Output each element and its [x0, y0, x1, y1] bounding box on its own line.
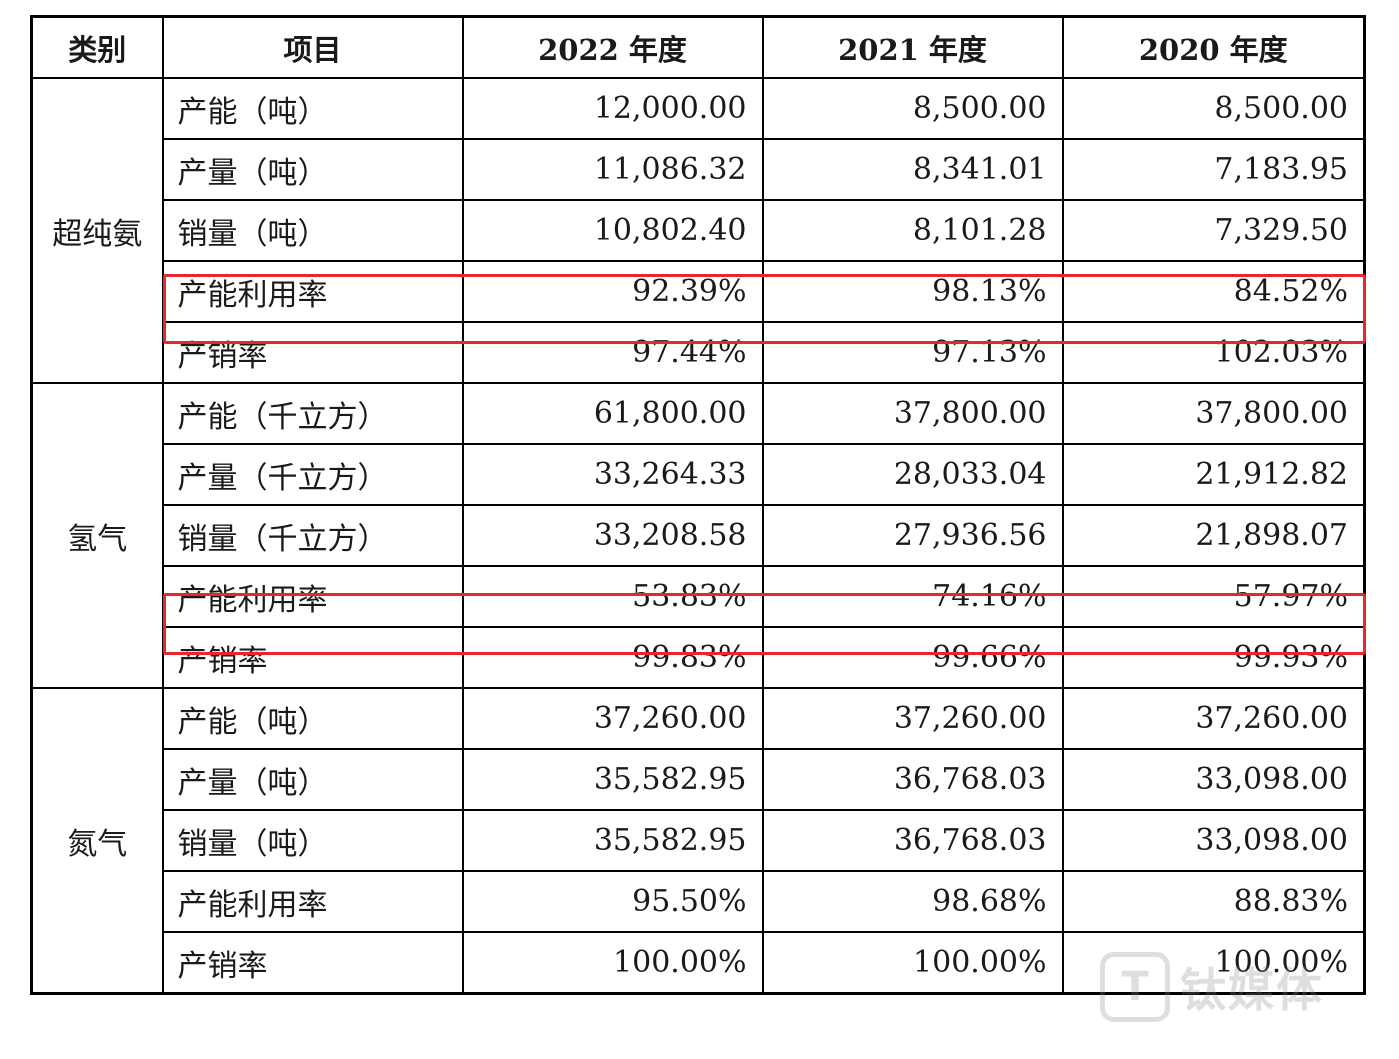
data-table-container: 类别 项目 2022 年度 2021 年度 2020 年度 超纯氨 产能（吨） 12…	[30, 15, 1366, 995]
header-2020: 2020 年度	[1061, 15, 1366, 79]
value-2022-cell: 37,260.00	[461, 687, 764, 750]
table-row: 氢气 产能（千立方） 61,800.00 37,800.00 37,800.00	[30, 382, 1366, 689]
table-row: 销量（吨） 10,802.40 8,101.28 7,329.50	[32, 199, 1366, 262]
value-2022-cell: 35,582.95	[461, 748, 764, 811]
item-cell: 销量（吨）	[161, 199, 464, 262]
table-row: 超纯氨 产能（吨） 12,000.00 8,500.00 8,500.00	[30, 77, 1366, 384]
value-2021-cell: 97.13%	[761, 321, 1064, 384]
value-2020-cell: 7,329.50	[1061, 199, 1366, 262]
item-cell: 产能利用率	[161, 565, 464, 628]
value-2021-cell: 8,101.28	[761, 199, 1064, 262]
table-body: 超纯氨 产能（吨） 12,000.00 8,500.00 8,500.00 产量（吨） 11…	[30, 77, 1366, 995]
header-row: 类别 项目 2022 年度 2021 年度 2020 年度	[30, 15, 1366, 79]
item-cell: 产量（吨）	[161, 748, 464, 811]
value-2021-cell: 36,768.03	[761, 809, 1064, 872]
item-cell: 产量（吨）	[161, 138, 464, 201]
value-2020-cell: 37,260.00	[1061, 687, 1366, 750]
value-2022-cell: 97.44%	[461, 321, 764, 384]
category-cell: 超纯氨	[30, 77, 164, 384]
item-cell: 产销率	[161, 626, 464, 689]
item-cell: 产能利用率	[161, 870, 464, 933]
table-row: 产量（千立方） 33,264.33 28,033.04 21,912.82	[32, 443, 1366, 506]
item-cell: 产能（吨）	[161, 77, 464, 140]
item-cell: 销量（千立方）	[161, 504, 464, 567]
value-2022-cell: 61,800.00	[461, 382, 764, 445]
capacity-production-sales-table: 类别 项目 2022 年度 2021 年度 2020 年度 超纯氨 产能（吨） 12…	[30, 15, 1366, 995]
value-2020-cell: 99.93%	[1061, 626, 1366, 689]
value-2021-cell: 8,500.00	[761, 77, 1064, 140]
table-row: 产能利用率 53.83% 74.16% 57.97%	[32, 565, 1366, 628]
value-2022-cell: 99.83%	[461, 626, 764, 689]
value-2022-cell: 11,086.32	[461, 138, 764, 201]
header-item: 项目	[161, 15, 464, 79]
item-cell: 产能利用率	[161, 260, 464, 323]
value-2021-cell: 28,033.04	[761, 443, 1064, 506]
item-cell: 产能（千立方）	[161, 382, 464, 445]
category-cell: 氮气	[30, 687, 164, 995]
value-2020-cell: 7,183.95	[1061, 138, 1366, 201]
table-row: 产销率 97.44% 97.13% 102.03%	[32, 321, 1366, 384]
table-row: 产销率 100.00% 100.00% 100.00%	[32, 931, 1366, 995]
value-2020-cell: 21,912.82	[1061, 443, 1366, 506]
table-row: 销量（千立方） 33,208.58 27,936.56 21,898.07	[32, 504, 1366, 567]
value-2022-cell: 10,802.40	[461, 199, 764, 262]
value-2021-cell: 98.68%	[761, 870, 1064, 933]
item-cell: 产量（千立方）	[161, 443, 464, 506]
value-2021-cell: 37,800.00	[761, 382, 1064, 445]
table-row: 销量（吨） 35,582.95 36,768.03 33,098.00	[32, 809, 1366, 872]
value-2020-cell: 33,098.00	[1061, 748, 1366, 811]
header-2021: 2021 年度	[761, 15, 1064, 79]
value-2021-cell: 99.66%	[761, 626, 1064, 689]
header-2022: 2022 年度	[461, 15, 764, 79]
value-2022-cell: 53.83%	[461, 565, 764, 628]
value-2020-cell: 102.03%	[1061, 321, 1366, 384]
table-row: 产销率 99.83% 99.66% 99.93%	[32, 626, 1366, 689]
value-2020-cell: 57.97%	[1061, 565, 1366, 628]
value-2021-cell: 36,768.03	[761, 748, 1064, 811]
value-2020-cell: 8,500.00	[1061, 77, 1366, 140]
value-2020-cell: 100.00%	[1061, 931, 1366, 995]
value-2022-cell: 33,208.58	[461, 504, 764, 567]
table-row: 氮气 产能（吨） 37,260.00 37,260.00 37,260.00	[30, 687, 1366, 995]
value-2020-cell: 33,098.00	[1061, 809, 1366, 872]
table-row: 产能利用率 92.39% 98.13% 84.52%	[32, 260, 1366, 323]
value-2022-cell: 95.50%	[461, 870, 764, 933]
value-2022-cell: 92.39%	[461, 260, 764, 323]
value-2021-cell: 27,936.56	[761, 504, 1064, 567]
category-cell: 氢气	[30, 382, 164, 689]
table-row: 产能利用率 95.50% 98.68% 88.83%	[32, 870, 1366, 933]
item-cell: 产销率	[161, 931, 464, 995]
item-cell: 产能（吨）	[161, 687, 464, 750]
item-cell: 产销率	[161, 321, 464, 384]
value-2022-cell: 12,000.00	[461, 77, 764, 140]
table-row: 产量（吨） 35,582.95 36,768.03 33,098.00	[32, 748, 1366, 811]
value-2021-cell: 74.16%	[761, 565, 1064, 628]
value-2021-cell: 98.13%	[761, 260, 1064, 323]
value-2020-cell: 21,898.07	[1061, 504, 1366, 567]
header-category: 类别	[30, 15, 164, 79]
value-2022-cell: 35,582.95	[461, 809, 764, 872]
value-2020-cell: 88.83%	[1061, 870, 1366, 933]
value-2022-cell: 100.00%	[461, 931, 764, 995]
table-row: 产量（吨） 11,086.32 8,341.01 7,183.95	[32, 138, 1366, 201]
value-2020-cell: 37,800.00	[1061, 382, 1366, 445]
item-cell: 销量（吨）	[161, 809, 464, 872]
value-2021-cell: 100.00%	[761, 931, 1064, 995]
value-2021-cell: 37,260.00	[761, 687, 1064, 750]
value-2020-cell: 84.52%	[1061, 260, 1366, 323]
value-2021-cell: 8,341.01	[761, 138, 1064, 201]
value-2022-cell: 33,264.33	[461, 443, 764, 506]
